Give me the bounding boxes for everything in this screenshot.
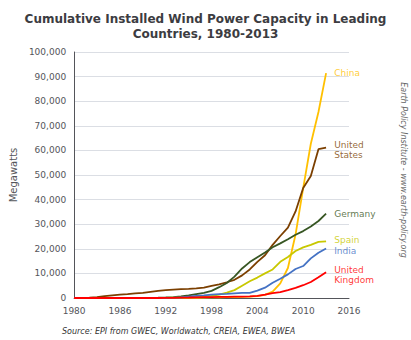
svg-text:Source: EPI from GWEC, Worldwa: Source: EPI from GWEC, Worldwatch, CREIA… bbox=[62, 327, 295, 336]
svg-text:Earth Policy Institute - www.e: Earth Policy Institute - www.earth-polic… bbox=[399, 82, 408, 258]
svg-text:40,000: 40,000 bbox=[35, 195, 67, 205]
svg-text:0: 0 bbox=[60, 293, 66, 303]
svg-text:Cumulative Installed Wind Powe: Cumulative Installed Wind Power Capacity… bbox=[25, 12, 387, 26]
svg-text:20,000: 20,000 bbox=[35, 244, 67, 254]
svg-text:1980: 1980 bbox=[63, 306, 86, 316]
svg-text:United: United bbox=[334, 140, 364, 150]
svg-text:Countries, 1980-2013: Countries, 1980-2013 bbox=[133, 27, 279, 41]
svg-text:90,000: 90,000 bbox=[35, 72, 67, 82]
svg-text:1992: 1992 bbox=[154, 306, 177, 316]
svg-text:Germany: Germany bbox=[334, 209, 376, 219]
svg-text:States: States bbox=[334, 150, 363, 160]
svg-text:India: India bbox=[334, 246, 356, 256]
svg-text:60,000: 60,000 bbox=[35, 145, 67, 155]
svg-text:China: China bbox=[334, 68, 360, 78]
svg-text:Kingdom: Kingdom bbox=[334, 275, 374, 285]
svg-text:2016: 2016 bbox=[338, 306, 361, 316]
svg-text:10,000: 10,000 bbox=[35, 268, 67, 278]
svg-text:30,000: 30,000 bbox=[35, 219, 67, 229]
svg-text:2004: 2004 bbox=[246, 306, 269, 316]
svg-text:80,000: 80,000 bbox=[35, 96, 67, 106]
svg-text:Spain: Spain bbox=[334, 235, 359, 245]
svg-text:1998: 1998 bbox=[200, 306, 223, 316]
svg-text:1986: 1986 bbox=[108, 306, 131, 316]
svg-text:70,000: 70,000 bbox=[35, 121, 67, 131]
svg-text:2010: 2010 bbox=[292, 306, 315, 316]
svg-text:United: United bbox=[334, 265, 364, 275]
svg-text:100,000: 100,000 bbox=[29, 47, 66, 57]
svg-text:50,000: 50,000 bbox=[35, 170, 67, 180]
svg-text:Megawatts: Megawatts bbox=[8, 148, 19, 203]
